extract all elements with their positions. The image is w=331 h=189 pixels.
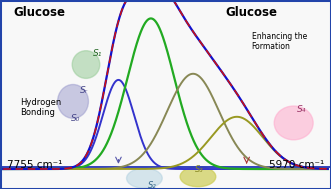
Text: 7755 cm⁻¹: 7755 cm⁻¹ — [7, 160, 62, 170]
Ellipse shape — [180, 167, 216, 187]
Text: S₁: S₁ — [92, 49, 102, 58]
Text: Enhancing the
Formation: Enhancing the Formation — [252, 32, 307, 51]
Text: 5970 cm⁻¹: 5970 cm⁻¹ — [269, 160, 324, 170]
Ellipse shape — [72, 51, 100, 78]
Text: S₀: S₀ — [71, 114, 81, 123]
Text: S₃: S₃ — [195, 165, 204, 174]
Ellipse shape — [58, 84, 88, 118]
Text: Hydrogen
Bonding: Hydrogen Bonding — [20, 98, 61, 117]
Text: Sᵣ: Sᵣ — [79, 86, 88, 95]
Text: Glucose: Glucose — [225, 6, 277, 19]
Text: S₄: S₄ — [297, 105, 306, 114]
Text: S₂: S₂ — [148, 181, 157, 189]
Text: Glucose: Glucose — [13, 6, 65, 19]
Ellipse shape — [274, 106, 313, 140]
Ellipse shape — [126, 168, 162, 188]
